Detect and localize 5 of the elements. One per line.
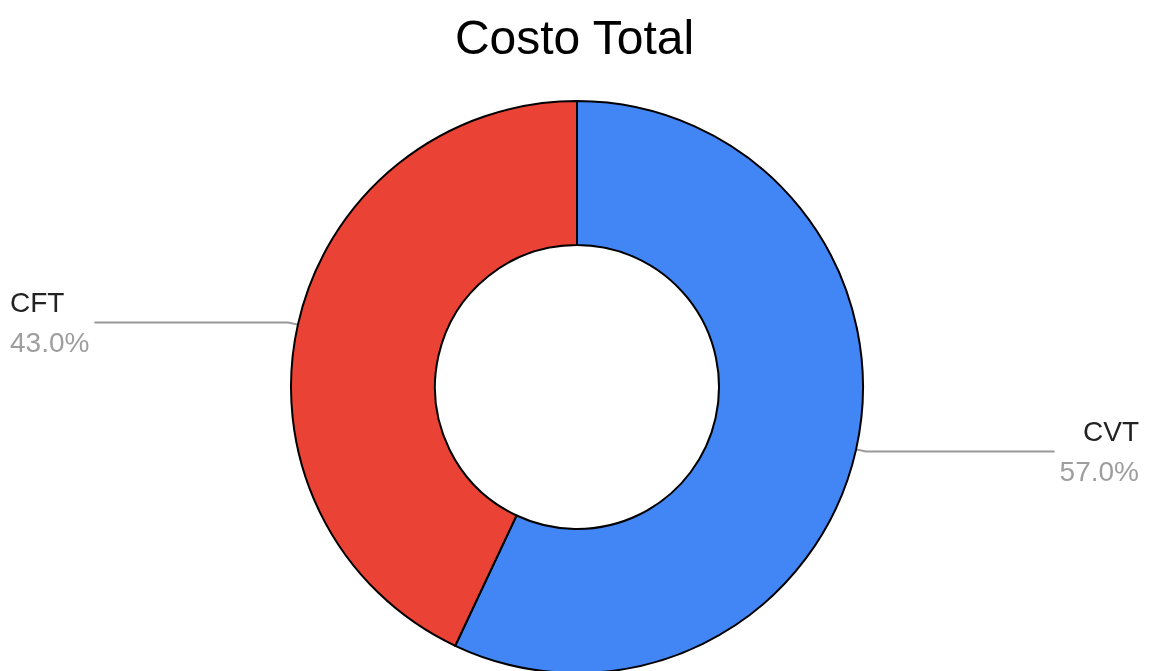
slice-label: CVT [1083, 416, 1139, 448]
data-label: 57.0% [1059, 456, 1139, 488]
chart-title: Costo Total [454, 10, 695, 64]
data-label: 43.0% [10, 326, 90, 358]
slice-label: CFT [10, 286, 65, 318]
